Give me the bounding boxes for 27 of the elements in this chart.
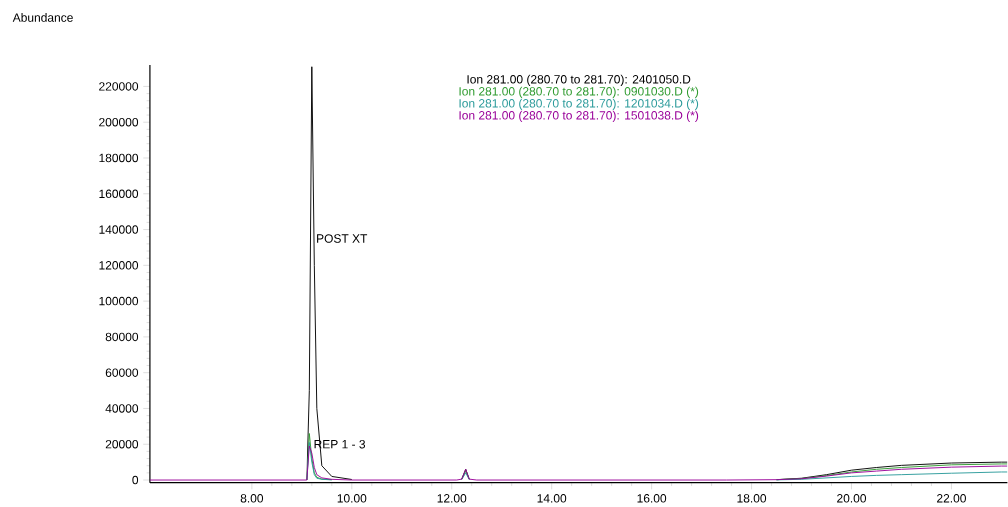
y-tick-label: 220000	[99, 82, 139, 91]
x-tick-label: 20.00	[837, 494, 867, 503]
y-tick-label: 100000	[99, 296, 139, 306]
y-tick-label: 140000	[99, 225, 139, 234]
x-tick-label: 16.00	[637, 494, 667, 503]
x-tick-label: 22.00	[937, 494, 966, 503]
x-tick-label: 8.00	[240, 494, 264, 503]
y-tick-label: 0	[132, 475, 139, 485]
x-tick-label: 18.00	[737, 494, 767, 503]
text: Ion 281.00 (280.70 to 281.70): 0901030.D (*)	[459, 86, 699, 98]
y-tick-label: 120000	[99, 261, 139, 270]
y-axis-title: Abundance	[12, 13, 73, 22]
annotation: REP 1 - 3	[314, 439, 366, 449]
text: Ion 281.00 (280.70 to 281.70): 1501038.D (*)	[459, 110, 699, 122]
y-tick-label: 200000	[99, 117, 139, 127]
y-tick-label: 180000	[99, 153, 139, 163]
x-tick-label: 14.00	[537, 494, 567, 503]
y-tick-label: 80000	[105, 332, 139, 342]
y-tick-label: 20000	[105, 439, 139, 449]
y-tick-label: 40000	[105, 404, 139, 413]
y-tick-label: 160000	[99, 189, 139, 199]
text: Ion 281.00 (280.70 to 281.70): 1201034.D (*)	[459, 98, 699, 110]
annotation: POST XT	[317, 234, 368, 243]
x-tick-label: 10.00	[337, 494, 367, 503]
x-tick-label: 12.00	[437, 494, 467, 503]
text: Ion 281.00 (280.70 to 281.70): 2401050.D	[467, 74, 691, 86]
y-tick-label: 60000	[105, 368, 139, 377]
